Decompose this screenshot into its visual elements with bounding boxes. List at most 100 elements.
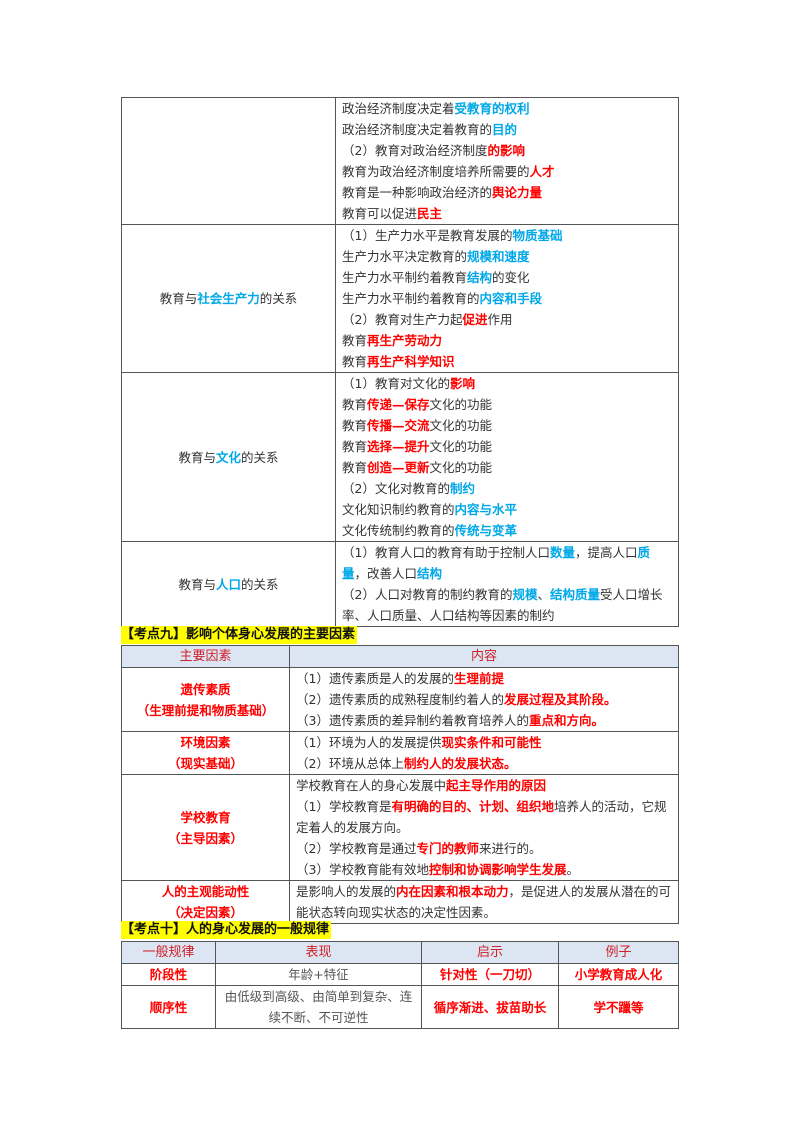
- red-keyword: 重点和方向。: [528, 713, 604, 728]
- header-example: 例子: [558, 941, 679, 964]
- blue-keyword: 结构质量: [550, 587, 601, 602]
- red-keyword: 发展过程及其阶段。: [503, 692, 617, 707]
- text-segment: 的关系: [241, 449, 279, 465]
- relation-label: 教育与文化的关系: [121, 372, 336, 542]
- blue-keyword: 质量: [342, 545, 651, 581]
- table-row: 环境因素 （现实基础） （1）环境为人的发展提供现实条件和可能性 （2）环境从总体上制…: [121, 731, 679, 775]
- content-line: 生产力水平制约着教育结构的变化: [342, 267, 672, 288]
- text-segment: 生产力水平决定教育的: [342, 249, 468, 264]
- text-segment: 学校教育在人的身心发展中: [296, 778, 447, 793]
- section-9-heading: 【考点九】影响个体身心发展的主要因素: [121, 626, 358, 644]
- red-keyword: 生理前提: [453, 671, 504, 686]
- content-line: 教育为政治经济制度培养所需要的人才: [342, 161, 672, 182]
- text-segment: ，改善人口: [354, 566, 418, 581]
- text-segment: 文化的功能: [429, 439, 493, 454]
- table-row: 遗传素质 （生理前提和物质基础） （1）遗传素质是人的发展的生理前提 （2）遗传素质的…: [121, 667, 679, 732]
- relation-label: 教育与人口的关系: [121, 541, 336, 627]
- content-line: （2）学校教育是通过专门的教师来进行的。: [296, 838, 672, 859]
- relation-content: （1）教育人口的教育有助于控制人口数量，提高人口质量，改善人口结构 （2）人口对教…: [335, 541, 679, 627]
- content-line: （1）环境为人的发展提供现实条件和可能性: [296, 732, 672, 753]
- table-row: 阶段性 年龄+特征 针对性（一刀切） 小学教育成人化: [121, 963, 679, 986]
- text-segment: （2）教育对生产力起: [342, 312, 463, 327]
- red-keyword: 创造—更新: [367, 460, 430, 475]
- content-line: 生产力水平制约着教育的内容和手段: [342, 288, 672, 309]
- text-segment: （1）教育对文化的: [342, 376, 450, 391]
- text-segment: （3）学校教育能有效地: [296, 862, 429, 877]
- factor-name: （主导因素）: [167, 830, 243, 846]
- text-segment: 教育为政治经济制度培养所需要的: [342, 164, 530, 179]
- text-segment: （1）学校教育是: [296, 799, 392, 814]
- content-line: （1）遗传素质是人的发展的生理前提: [296, 668, 672, 689]
- implication: 针对性（一刀切）: [421, 963, 559, 986]
- text-segment: 教育是一种影响政治经济的: [342, 185, 493, 200]
- text-segment: （1）遗传素质是人的发展的: [296, 671, 454, 686]
- factor-name: 人的主观能动性: [161, 884, 250, 899]
- content-line: （3）学校教育能有效地控制和协调影响学生发展。: [296, 859, 672, 880]
- content-line: （1）生产力水平是教育发展的物质基础: [342, 225, 672, 246]
- text-segment: ，是促进人的发展从潜在的可能状态转向现实状态的决定性因素。: [296, 884, 672, 920]
- development-laws-table: 一般规律 表现 启示 例子 阶段性 年龄+特征 针对性（一刀切） 小学教育成人化 顺序性…: [121, 941, 679, 1029]
- text-segment: （2）教育对政治经济制度: [342, 143, 488, 158]
- content-line: 教育是一种影响政治经济的舆论力量: [342, 182, 672, 203]
- section-10-heading: 【考点十】人的身心发展的一般规律: [121, 921, 332, 939]
- factor-cell: 遗传素质 （生理前提和物质基础）: [121, 667, 290, 732]
- blue-keyword: 社会生产力: [197, 291, 260, 306]
- text-segment: 作用: [487, 312, 513, 327]
- content-line: （2）教育对政治经济制度的影响: [342, 140, 672, 161]
- blue-keyword: 规模: [512, 587, 538, 602]
- text-segment: （2）人口对教育的制约教育的: [342, 587, 513, 602]
- text-segment: 文化传统制约教育的: [342, 523, 455, 538]
- content-line: 教育传播—交流文化的功能: [342, 415, 672, 436]
- header-implication: 启示: [421, 941, 559, 964]
- red-keyword: 的影响: [487, 143, 525, 158]
- red-keyword: 再生产科学知识: [367, 354, 455, 369]
- table-row: 教育与社会生产力的关系 （1）生产力水平是教育发展的物质基础 生产力水平决定教育的规…: [121, 224, 679, 373]
- text-segment: 教育: [342, 460, 368, 475]
- factor-name: 遗传素质: [180, 681, 231, 697]
- text-segment: （1）生产力水平是教育发展的: [342, 228, 513, 243]
- text-segment: 来进行的。: [478, 841, 542, 856]
- factor-cell: 学校教育 （主导因素）: [121, 774, 290, 881]
- factor-cell: 人的主观能动性 （决定因素）: [121, 880, 290, 924]
- red-keyword: 影响: [449, 376, 475, 391]
- blue-keyword: 受教育的权利: [454, 101, 530, 116]
- content-line: 是影响人的发展的内在因素和根本动力，是促进人的发展从潜在的可能状态转向现实状态的…: [296, 881, 672, 923]
- content-line: 学校教育在人的身心发展中起主导作用的原因: [296, 775, 672, 796]
- factor-cell: 环境因素 （现实基础）: [121, 731, 290, 775]
- text-segment: （2）文化对教育的: [342, 481, 450, 496]
- blue-keyword: 规模和速度: [467, 249, 530, 264]
- text-segment: 文化的功能: [429, 460, 493, 475]
- header-law: 一般规律: [121, 941, 216, 964]
- text-segment: 文化的功能: [429, 397, 493, 412]
- content-line: 生产力水平决定教育的规模和速度: [342, 246, 672, 267]
- red-keyword: 现实条件和可能性: [441, 735, 542, 750]
- content-line: （2）环境从总体上制约人的发展状态。: [296, 753, 672, 774]
- blue-keyword: 内容与水平: [454, 502, 518, 517]
- factor-content: （1）环境为人的发展提供现实条件和可能性 （2）环境从总体上制约人的发展状态。: [289, 731, 679, 775]
- red-keyword: 传播—交流: [367, 418, 430, 433]
- factor-content: 是影响人的发展的内在因素和根本动力，是促进人的发展从潜在的可能状态转向现实状态的…: [289, 880, 679, 924]
- red-keyword: 传递—保存: [367, 397, 430, 412]
- text-segment: 教育: [342, 397, 368, 412]
- text-segment: 是影响人的发展的: [296, 884, 397, 899]
- text-segment: 的关系: [241, 576, 279, 592]
- content-line: （1）教育人口的教育有助于控制人口数量，提高人口质量，改善人口结构: [342, 542, 672, 584]
- blue-keyword: 内容和手段: [479, 291, 543, 306]
- text-segment: 教育与: [178, 576, 216, 592]
- text-segment: （3）遗传素质的差异制约着教育培养人的: [296, 713, 529, 728]
- text-segment: （1）教育人口的教育有助于控制人口: [342, 545, 550, 560]
- text-segment: 。: [566, 862, 579, 877]
- red-keyword: 制约人的发展状态。: [403, 756, 517, 771]
- text-segment: 生产力水平制约着教育: [342, 270, 468, 285]
- text-segment: （2）遗传素质的成熟程度制约着人的: [296, 692, 504, 707]
- content-line: （2）教育对生产力起促进作用: [342, 309, 672, 330]
- content-line: 文化传统制约教育的传统与变革: [342, 520, 672, 541]
- text-segment: 教育: [342, 418, 368, 433]
- content-line: （1）学校教育是有明确的目的、计划、组织地培养人的活动，它规定着人的发展方向。: [296, 796, 672, 838]
- red-keyword: 促进: [462, 312, 488, 327]
- text-segment: 教育: [342, 354, 368, 369]
- text-segment: 文化的功能: [429, 418, 493, 433]
- content-line: 文化知识制约教育的内容与水平: [342, 499, 672, 520]
- content-line: 教育再生产科学知识: [342, 351, 672, 372]
